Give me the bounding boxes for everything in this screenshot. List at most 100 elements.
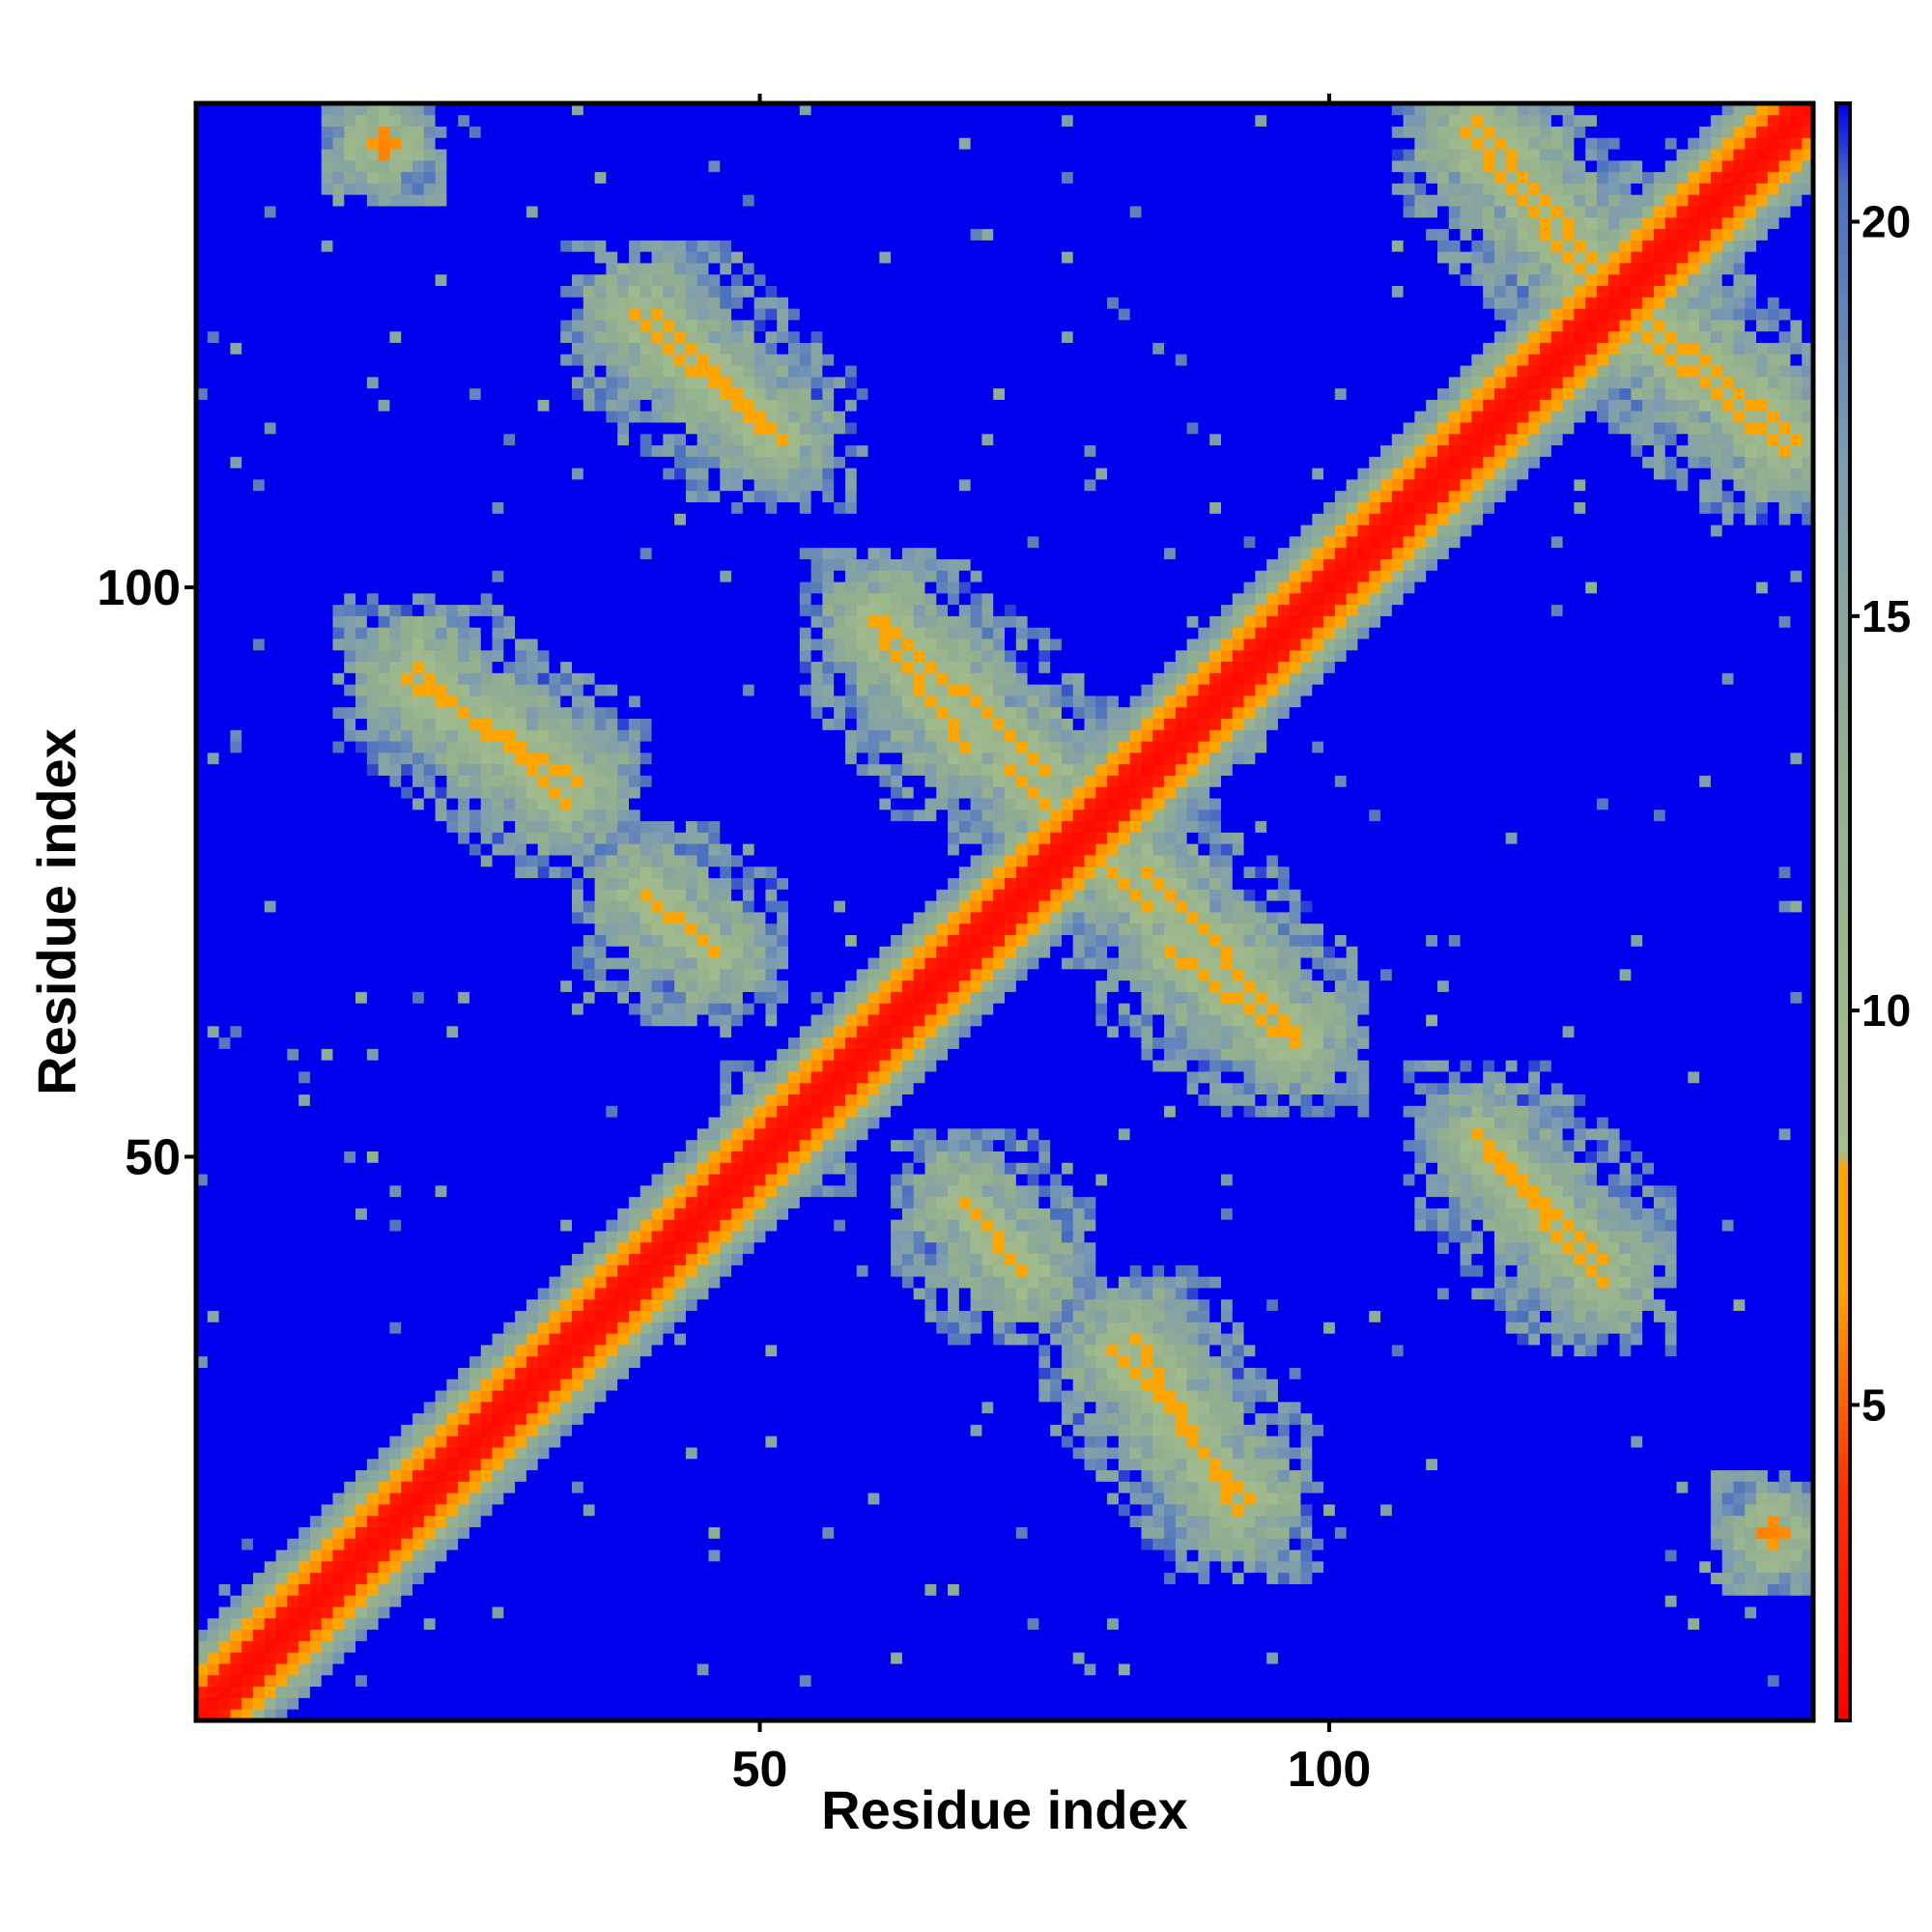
heatmap-cell	[355, 1674, 368, 1688]
heatmap-cell	[1129, 1481, 1142, 1493]
heatmap-cell	[639, 1412, 652, 1425]
heatmap-cell	[901, 1401, 915, 1414]
heatmap-cell	[1448, 1390, 1461, 1403]
heatmap-cell	[1664, 1378, 1677, 1391]
heatmap-cell	[1597, 1481, 1609, 1493]
heatmap-cell	[458, 1709, 470, 1721]
heatmap-cell	[1141, 1629, 1153, 1641]
heatmap-cell	[218, 1617, 231, 1631]
heatmap-cell	[1710, 1481, 1723, 1493]
heatmap-cell	[1721, 1344, 1734, 1357]
heatmap-cell	[1676, 1686, 1689, 1698]
heatmap-cell	[1664, 1435, 1677, 1448]
heatmap-cell	[765, 1595, 778, 1607]
heatmap-cell	[252, 1572, 266, 1584]
heatmap-cell	[1107, 1435, 1120, 1448]
heatmap-cell	[1050, 1652, 1063, 1664]
heatmap-cell	[230, 1310, 242, 1322]
heatmap-cell	[1198, 1344, 1210, 1357]
heatmap-cell	[1300, 1401, 1313, 1414]
heatmap-cell	[1721, 1321, 1734, 1334]
heatmap-cell	[1528, 1526, 1541, 1539]
heatmap-cell	[1175, 1333, 1188, 1346]
heatmap-cell	[891, 1447, 903, 1460]
heatmap-cell	[1164, 1549, 1177, 1562]
heatmap-cell	[321, 1674, 333, 1688]
heatmap-cell	[435, 1697, 447, 1710]
heatmap-cell	[1015, 1629, 1028, 1641]
heatmap-cell	[1050, 1595, 1063, 1607]
heatmap-cell	[344, 1333, 356, 1346]
heatmap-cell	[1448, 1697, 1461, 1710]
heatmap-cell	[1688, 1572, 1700, 1584]
heatmap-cell	[1186, 1355, 1199, 1368]
heatmap-cell	[948, 1447, 960, 1460]
heatmap-cell	[1414, 1469, 1427, 1482]
heatmap-cell	[777, 1697, 789, 1710]
heatmap-cell	[970, 1333, 982, 1346]
heatmap-cell	[742, 1674, 755, 1688]
heatmap-cell	[1129, 1538, 1142, 1550]
heatmap-cell	[1710, 1709, 1723, 1721]
heatmap-cell	[674, 1583, 687, 1596]
heatmap-cell	[412, 1640, 425, 1653]
heatmap-cell	[1767, 1492, 1780, 1505]
heatmap-cell	[708, 1515, 721, 1527]
heatmap-cell	[1448, 1617, 1461, 1631]
heatmap-cell	[879, 1469, 892, 1482]
heatmap-cell	[674, 1538, 687, 1550]
heatmap-cell	[1448, 1560, 1461, 1574]
heatmap-cell	[423, 1549, 436, 1562]
heatmap-cell	[924, 1526, 937, 1539]
heatmap-cell	[1505, 1344, 1518, 1357]
heatmap-cell	[981, 1549, 994, 1562]
heatmap-cell	[1688, 1583, 1700, 1596]
heatmap-cell	[1015, 1321, 1028, 1334]
heatmap-cell	[1129, 1447, 1142, 1460]
heatmap-cell	[958, 1538, 972, 1550]
heatmap-cell	[1802, 1492, 1814, 1505]
heatmap-cell	[549, 1390, 561, 1403]
heatmap-cell	[1778, 1572, 1791, 1584]
heatmap-cell	[1175, 1321, 1188, 1334]
heatmap-cell	[822, 1515, 835, 1527]
heatmap-cell	[1448, 1686, 1461, 1698]
heatmap-cell	[207, 1560, 219, 1574]
heatmap-cell	[1550, 1367, 1564, 1379]
heatmap-cell	[901, 1504, 915, 1517]
heatmap-cell	[742, 1709, 755, 1721]
heatmap-cell	[1607, 1401, 1620, 1414]
heatmap-cell	[663, 1401, 675, 1414]
heatmap-cell	[1050, 1640, 1063, 1653]
heatmap-cell	[332, 1515, 345, 1527]
heatmap-cell	[1369, 1617, 1381, 1631]
heatmap-cell	[663, 1709, 675, 1721]
heatmap-cell	[1095, 1367, 1108, 1379]
heatmap-cell	[1493, 1538, 1507, 1550]
heatmap-cell	[674, 1674, 687, 1688]
heatmap-cell	[1015, 1663, 1028, 1676]
heatmap-cell	[594, 1617, 607, 1631]
heatmap-cell	[458, 1515, 470, 1527]
heatmap-cell	[958, 1549, 972, 1562]
heatmap-cell	[924, 1640, 937, 1653]
heatmap-cell	[867, 1629, 880, 1641]
heatmap-cell	[1038, 1697, 1051, 1710]
heatmap-cell	[1289, 1412, 1301, 1425]
heatmap-cell	[1232, 1640, 1244, 1653]
heatmap-cell	[1164, 1595, 1177, 1607]
heatmap-cell	[572, 1709, 584, 1721]
heatmap-cell	[617, 1401, 630, 1414]
heatmap-cell	[891, 1401, 903, 1414]
heatmap-cell	[1585, 1412, 1598, 1425]
heatmap-cell	[948, 1674, 960, 1688]
heatmap-cell	[1391, 1595, 1405, 1607]
heatmap-cell	[1277, 1640, 1291, 1653]
heatmap-cell	[1391, 1560, 1405, 1574]
heatmap-cell	[1733, 1640, 1746, 1653]
heatmap-cell	[1334, 1469, 1348, 1482]
heatmap-cell	[515, 1355, 527, 1368]
heatmap-cell	[1540, 1390, 1552, 1403]
heatmap-cell	[1289, 1629, 1301, 1641]
heatmap-cell	[1550, 1333, 1564, 1346]
